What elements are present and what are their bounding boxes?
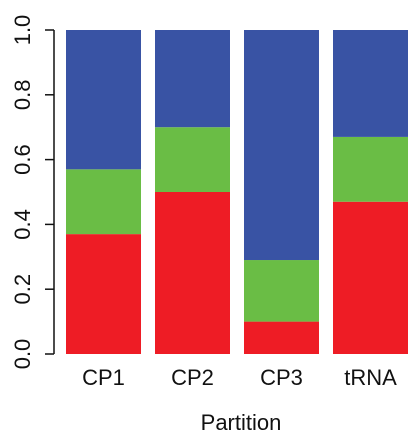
bar-segment-trna-1 bbox=[333, 136, 408, 202]
bars bbox=[66, 30, 408, 354]
y-tick-label: 0.2 bbox=[10, 274, 35, 305]
bar-segment-cp2-2 bbox=[155, 30, 230, 128]
y-tick-label: 0.4 bbox=[10, 209, 35, 240]
y-axis: 0.0 0.2 0.4 0.6 0.8 1.0 bbox=[10, 15, 55, 370]
x-tick-label-cp3: CP3 bbox=[260, 365, 303, 390]
x-tick-labels: CP1 CP2 CP3 tRNA bbox=[82, 365, 397, 390]
bar-segment-cp2-1 bbox=[155, 127, 230, 192]
y-tick-label: 0.8 bbox=[10, 80, 35, 111]
bar-segment-trna-0 bbox=[333, 201, 408, 354]
bar-segment-cp1-2 bbox=[66, 30, 141, 170]
y-tick-label: 0.6 bbox=[10, 144, 35, 175]
bar-segment-cp2-0 bbox=[155, 192, 230, 354]
bar-segment-cp3-0 bbox=[244, 321, 319, 354]
bar-segment-cp3-2 bbox=[244, 30, 319, 261]
x-tick-label-cp2: CP2 bbox=[171, 365, 214, 390]
bar-segment-trna-2 bbox=[333, 30, 408, 137]
x-tick-label-trna: tRNA bbox=[344, 365, 397, 390]
bar-segment-cp3-1 bbox=[244, 260, 319, 322]
y-tick-label: 0.0 bbox=[10, 339, 35, 370]
bar-segment-cp1-1 bbox=[66, 169, 141, 235]
bar-segment-cp1-0 bbox=[66, 234, 141, 354]
x-axis-title: Partition bbox=[201, 410, 282, 434]
x-tick-label-cp1: CP1 bbox=[82, 365, 125, 390]
y-tick-label: 1.0 bbox=[10, 15, 35, 46]
